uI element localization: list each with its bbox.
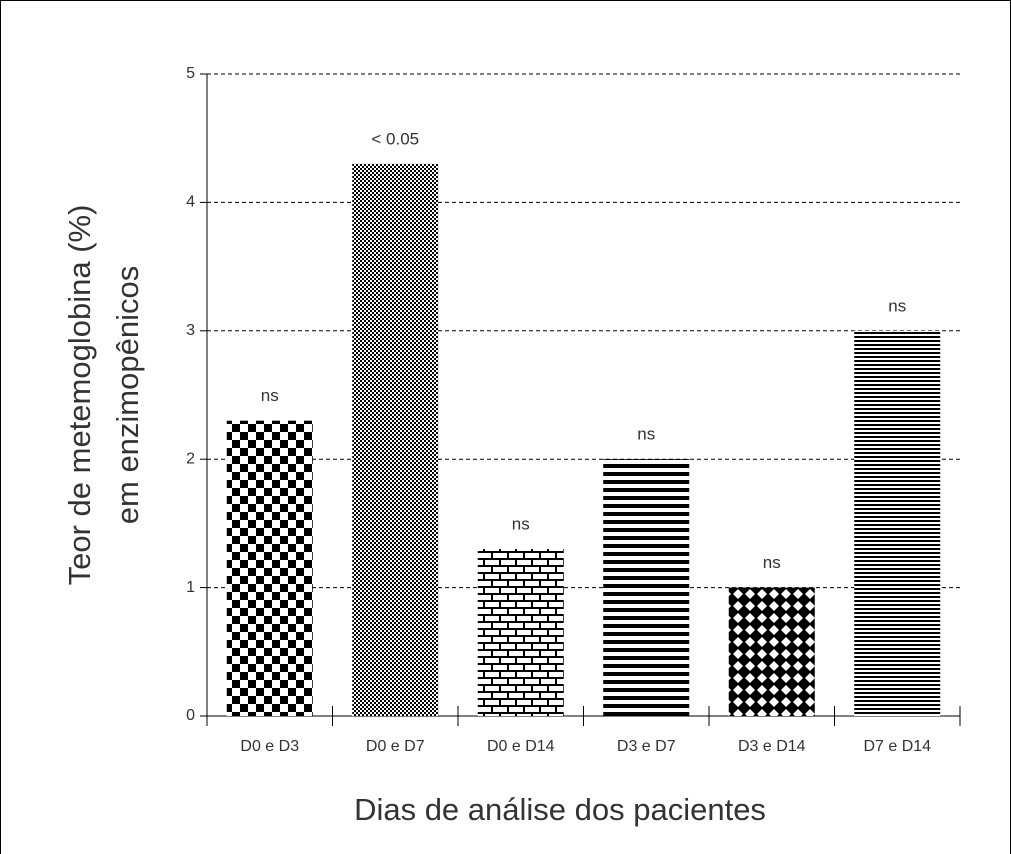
annotation: ns bbox=[261, 386, 279, 405]
x-axis-label: Dias de análise dos pacientes bbox=[354, 792, 766, 827]
y-axis-label: em enzimopênicos bbox=[110, 266, 145, 524]
x-tick-label: D7 e D14 bbox=[863, 738, 931, 755]
y-tick-label: 3 bbox=[186, 322, 195, 339]
bar bbox=[477, 549, 564, 716]
bar bbox=[728, 587, 815, 716]
bar bbox=[854, 330, 941, 716]
annotation: < 0.05 bbox=[371, 129, 419, 148]
annotation: ns bbox=[763, 553, 781, 572]
annotation: ns bbox=[512, 515, 530, 534]
x-tick-label: D3 e D7 bbox=[617, 738, 676, 755]
y-tick-label: 0 bbox=[186, 707, 195, 724]
y-tick-label: 1 bbox=[186, 579, 195, 596]
bar bbox=[603, 459, 690, 716]
bar bbox=[352, 163, 439, 716]
x-tick-label: D0 e D7 bbox=[366, 738, 425, 755]
y-axis-label: Teor de metemoglobina (%) bbox=[62, 205, 97, 586]
x-tick-label: D3 e D14 bbox=[738, 738, 806, 755]
y-tick-label: 2 bbox=[186, 450, 195, 467]
x-tick-label: D0 e D14 bbox=[487, 738, 555, 755]
annotation: ns bbox=[637, 425, 655, 444]
bar bbox=[226, 420, 313, 716]
x-tick-label: D0 e D3 bbox=[240, 738, 299, 755]
annotation: ns bbox=[888, 296, 906, 315]
y-tick-label: 4 bbox=[186, 194, 195, 211]
y-tick-label: 5 bbox=[186, 65, 195, 82]
